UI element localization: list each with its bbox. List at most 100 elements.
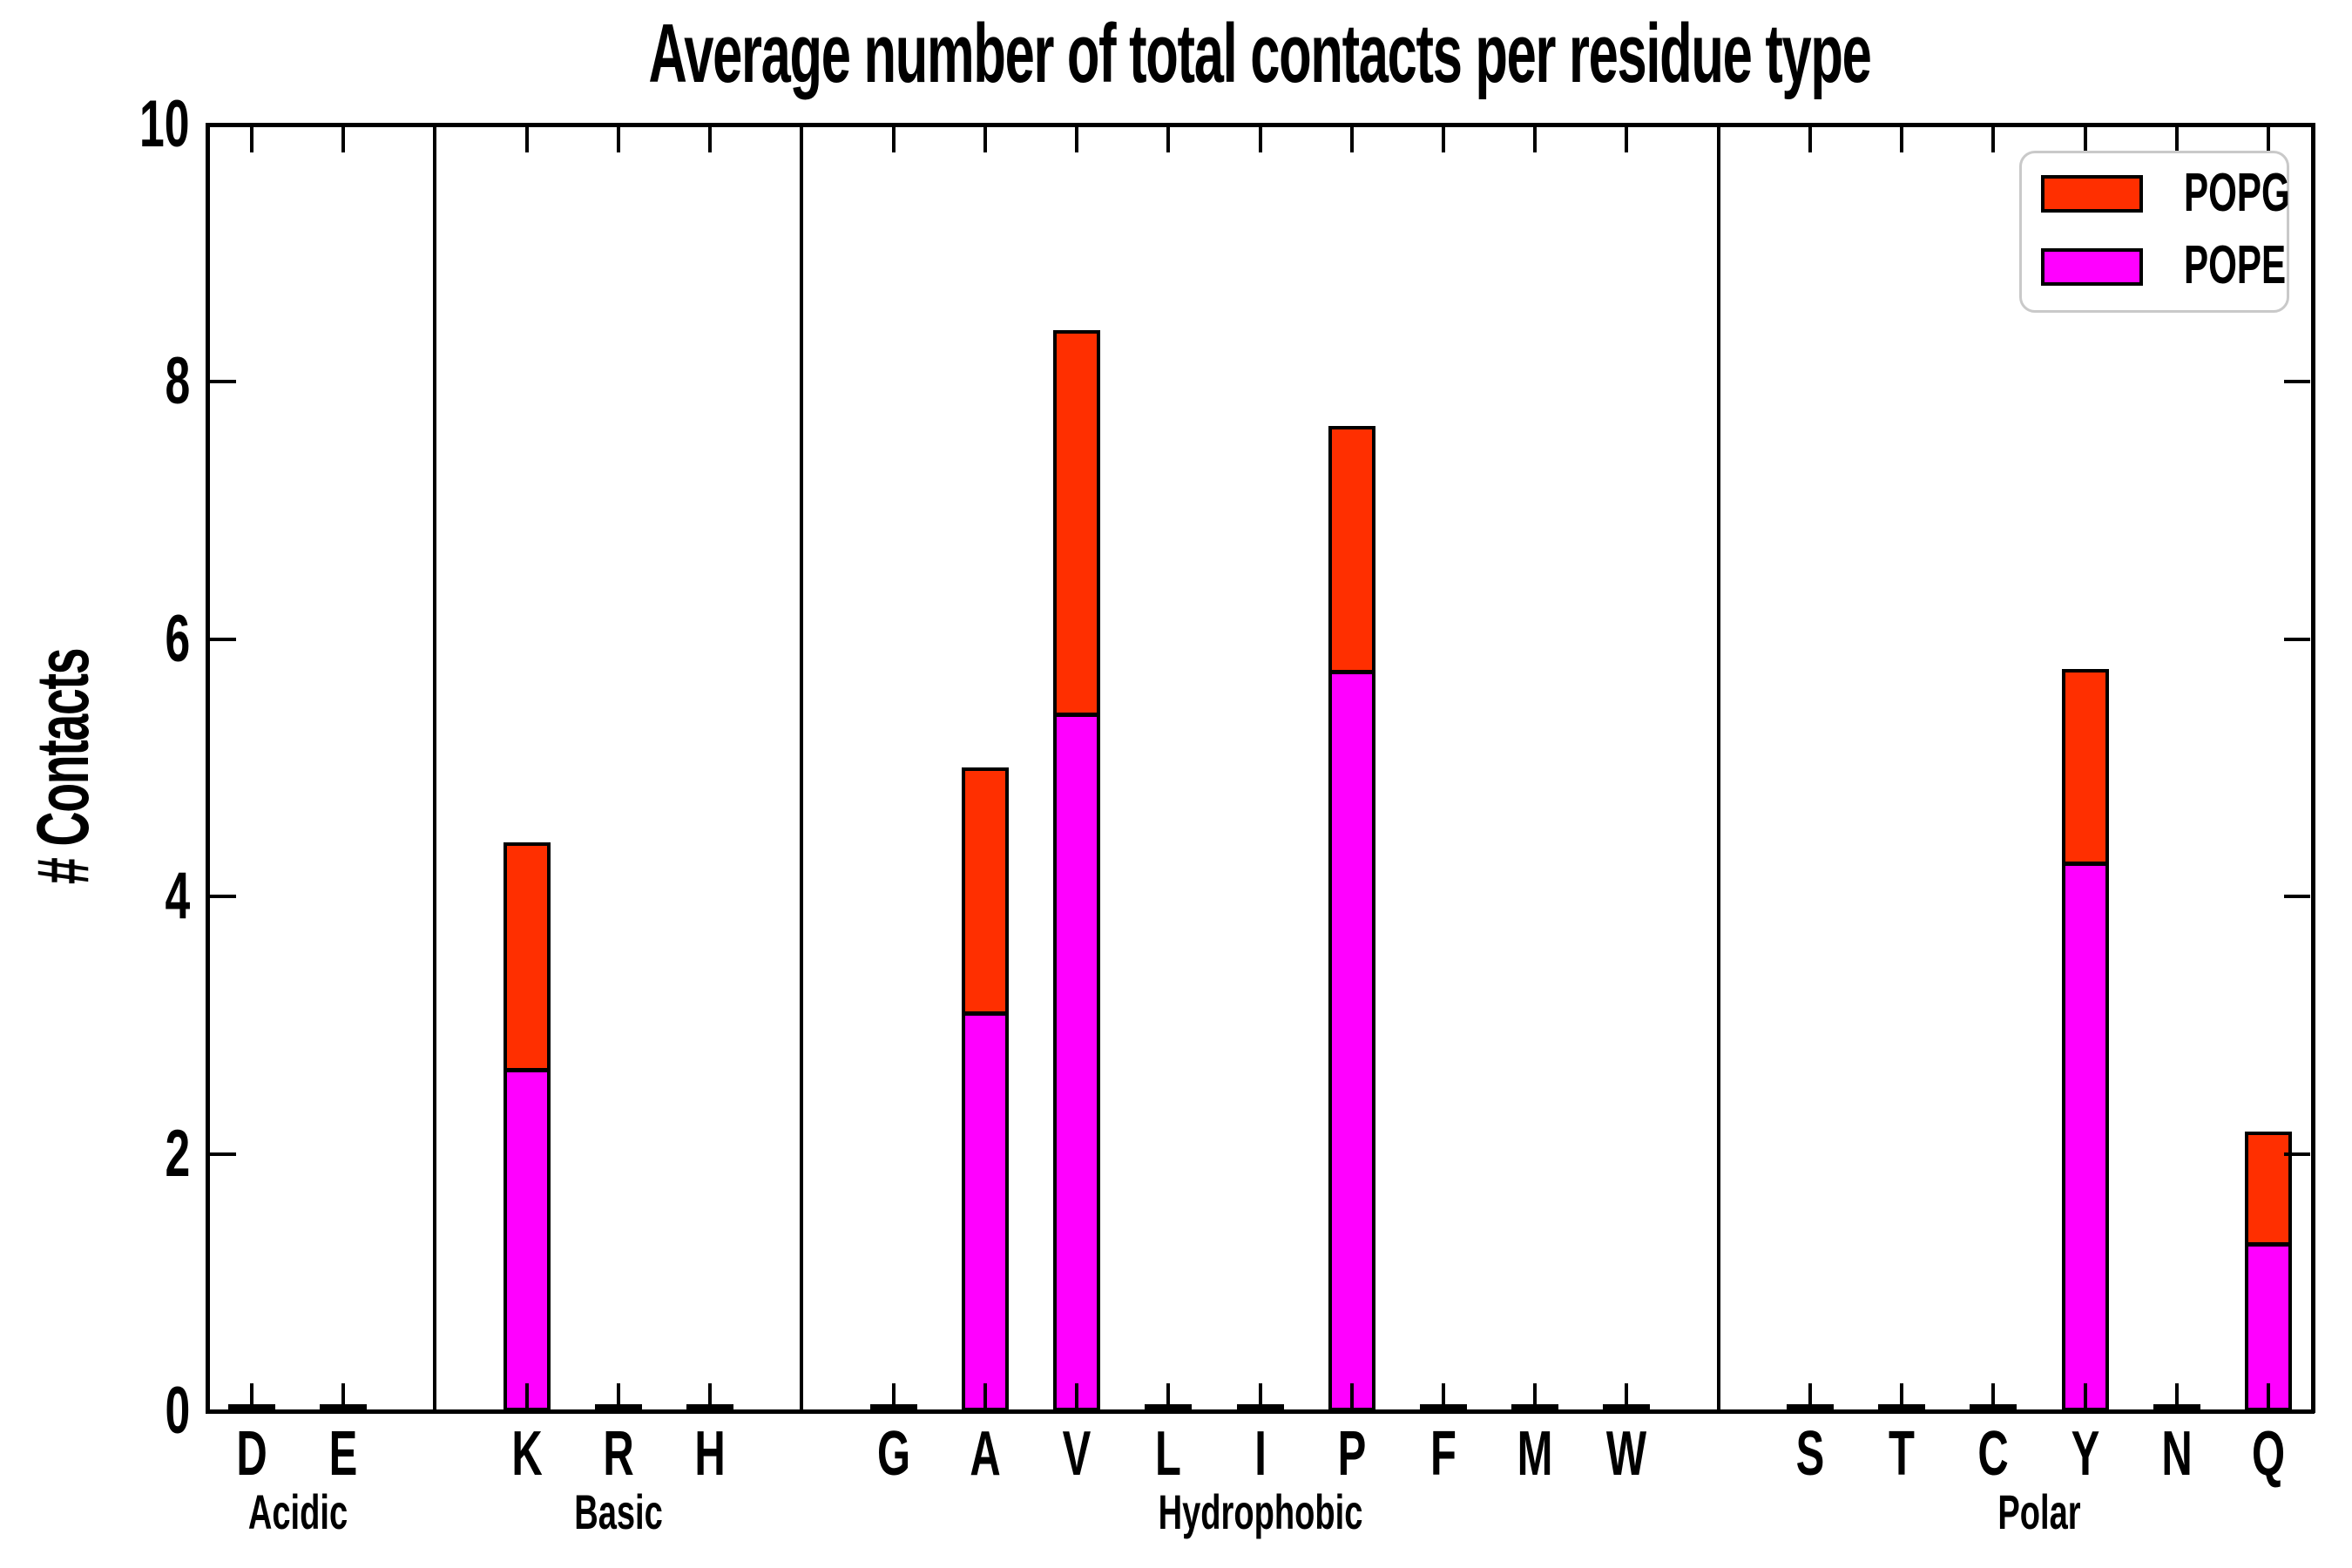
group-separator-line (1716, 125, 1720, 1411)
bar-K-popg-segment (506, 846, 547, 1072)
group-label-polar: Polar (1997, 1484, 2081, 1539)
bar-P (1328, 426, 1375, 1411)
spine-right (2311, 123, 2315, 1413)
x-label-G: G (876, 1419, 910, 1489)
bar-A (961, 767, 1009, 1411)
x-tick-bottom-Y (2083, 1383, 2087, 1409)
x-label-F: F (1429, 1419, 1456, 1489)
x-label-A: A (970, 1419, 1001, 1489)
x-tick-bottom-V (1075, 1383, 1079, 1409)
bar-A-popg-segment (964, 771, 1005, 1016)
x-label-Q: Q (2251, 1419, 2286, 1489)
x-tick-top-T (1900, 126, 1904, 152)
spine-bottom (206, 1409, 2315, 1414)
x-label-C: C (1977, 1419, 2009, 1489)
x-label-T: T (1889, 1419, 1916, 1489)
y-tick-left-2 (210, 1152, 236, 1156)
bar-P-popg-segment (1331, 429, 1372, 674)
spine-top (206, 123, 2315, 127)
y-tick-label-8: 8 (165, 344, 190, 419)
y-tick-right-8 (2284, 380, 2310, 384)
y-tick-right-6 (2284, 637, 2310, 641)
chart-title: Average number of total contacts per res… (648, 7, 1871, 100)
x-tick-top-R (616, 126, 620, 152)
y-tick-label-6: 6 (165, 601, 190, 676)
bar-Y-popg-segment (2065, 672, 2105, 866)
x-label-V: V (1062, 1419, 1092, 1489)
x-label-Y: Y (2071, 1419, 2099, 1489)
x-tick-bottom-F (1441, 1383, 1445, 1409)
x-label-H: H (694, 1419, 726, 1489)
legend-swatch-popg (2041, 175, 2143, 213)
y-tick-label-2: 2 (165, 1116, 190, 1191)
group-separator-line (800, 125, 804, 1411)
x-tick-top-M (1533, 126, 1538, 152)
group-label-basic: Basic (574, 1484, 663, 1539)
x-tick-bottom-H (708, 1383, 713, 1409)
legend-label-popg: POPG (2184, 163, 2290, 223)
x-tick-bottom-K (524, 1383, 529, 1409)
y-tick-label-10: 10 (139, 87, 190, 161)
y-tick-right-2 (2284, 1152, 2310, 1156)
x-tick-top-N (2174, 126, 2179, 152)
x-label-E: E (328, 1419, 358, 1489)
x-tick-bottom-Q (2267, 1383, 2270, 1409)
x-tick-bottom-D (250, 1383, 253, 1409)
x-label-N: N (2161, 1419, 2193, 1489)
x-label-R: R (603, 1419, 634, 1489)
x-tick-top-G (891, 126, 896, 152)
x-tick-top-L (1166, 126, 1171, 152)
x-tick-bottom-W (1625, 1383, 1629, 1409)
x-label-L: L (1155, 1419, 1182, 1489)
bar-Y (2061, 669, 2109, 1411)
x-tick-bottom-E (341, 1383, 346, 1409)
y-tick-right-4 (2284, 895, 2310, 899)
x-tick-bottom-M (1533, 1383, 1538, 1409)
x-tick-bottom-C (1991, 1383, 1996, 1409)
x-tick-top-P (1349, 126, 1354, 152)
y-tick-left-8 (210, 380, 236, 384)
group-label-hydrophobic: Hydrophobic (1158, 1484, 1362, 1539)
x-tick-top-C (1991, 126, 1996, 152)
x-tick-top-E (341, 126, 346, 152)
x-tick-top-W (1625, 126, 1629, 152)
x-tick-bottom-P (1349, 1383, 1354, 1409)
bar-Q (2245, 1132, 2292, 1411)
bar-V (1053, 330, 1101, 1411)
x-label-K: K (510, 1419, 543, 1489)
x-tick-bottom-N (2174, 1383, 2179, 1409)
y-tick-label-4: 4 (165, 859, 190, 934)
group-label-acidic: Acidic (247, 1484, 348, 1539)
bar-V-popg-segment (1057, 334, 1098, 717)
x-tick-bottom-L (1166, 1383, 1171, 1409)
x-tick-top-V (1075, 126, 1079, 152)
legend-box: POPG POPE (2019, 151, 2290, 313)
group-separator-line (433, 125, 437, 1411)
y-tick-label-0: 0 (165, 1374, 190, 1448)
x-tick-top-F (1441, 126, 1445, 152)
x-tick-bottom-I (1258, 1383, 1262, 1409)
legend-label-pope: POPE (2184, 235, 2287, 295)
x-label-W: W (1606, 1419, 1647, 1489)
x-tick-bottom-T (1900, 1383, 1904, 1409)
x-tick-top-D (250, 126, 253, 152)
x-tick-bottom-G (891, 1383, 896, 1409)
x-label-S: S (1795, 1419, 1825, 1489)
x-label-I: I (1254, 1419, 1267, 1489)
bar-K (503, 842, 551, 1411)
x-tick-bottom-S (1808, 1383, 1812, 1409)
x-tick-bottom-R (616, 1383, 620, 1409)
spine-left (206, 123, 210, 1413)
x-label-P: P (1337, 1419, 1367, 1489)
x-label-D: D (236, 1419, 267, 1489)
y-tick-left-6 (210, 637, 236, 641)
legend-swatch-pope (2041, 248, 2143, 286)
x-tick-top-K (524, 126, 529, 152)
x-tick-top-Y (2083, 126, 2087, 152)
bar-Q-popg-segment (2248, 1135, 2288, 1247)
x-label-M: M (1517, 1419, 1553, 1489)
y-tick-left-4 (210, 895, 236, 899)
x-tick-top-Q (2267, 126, 2270, 152)
